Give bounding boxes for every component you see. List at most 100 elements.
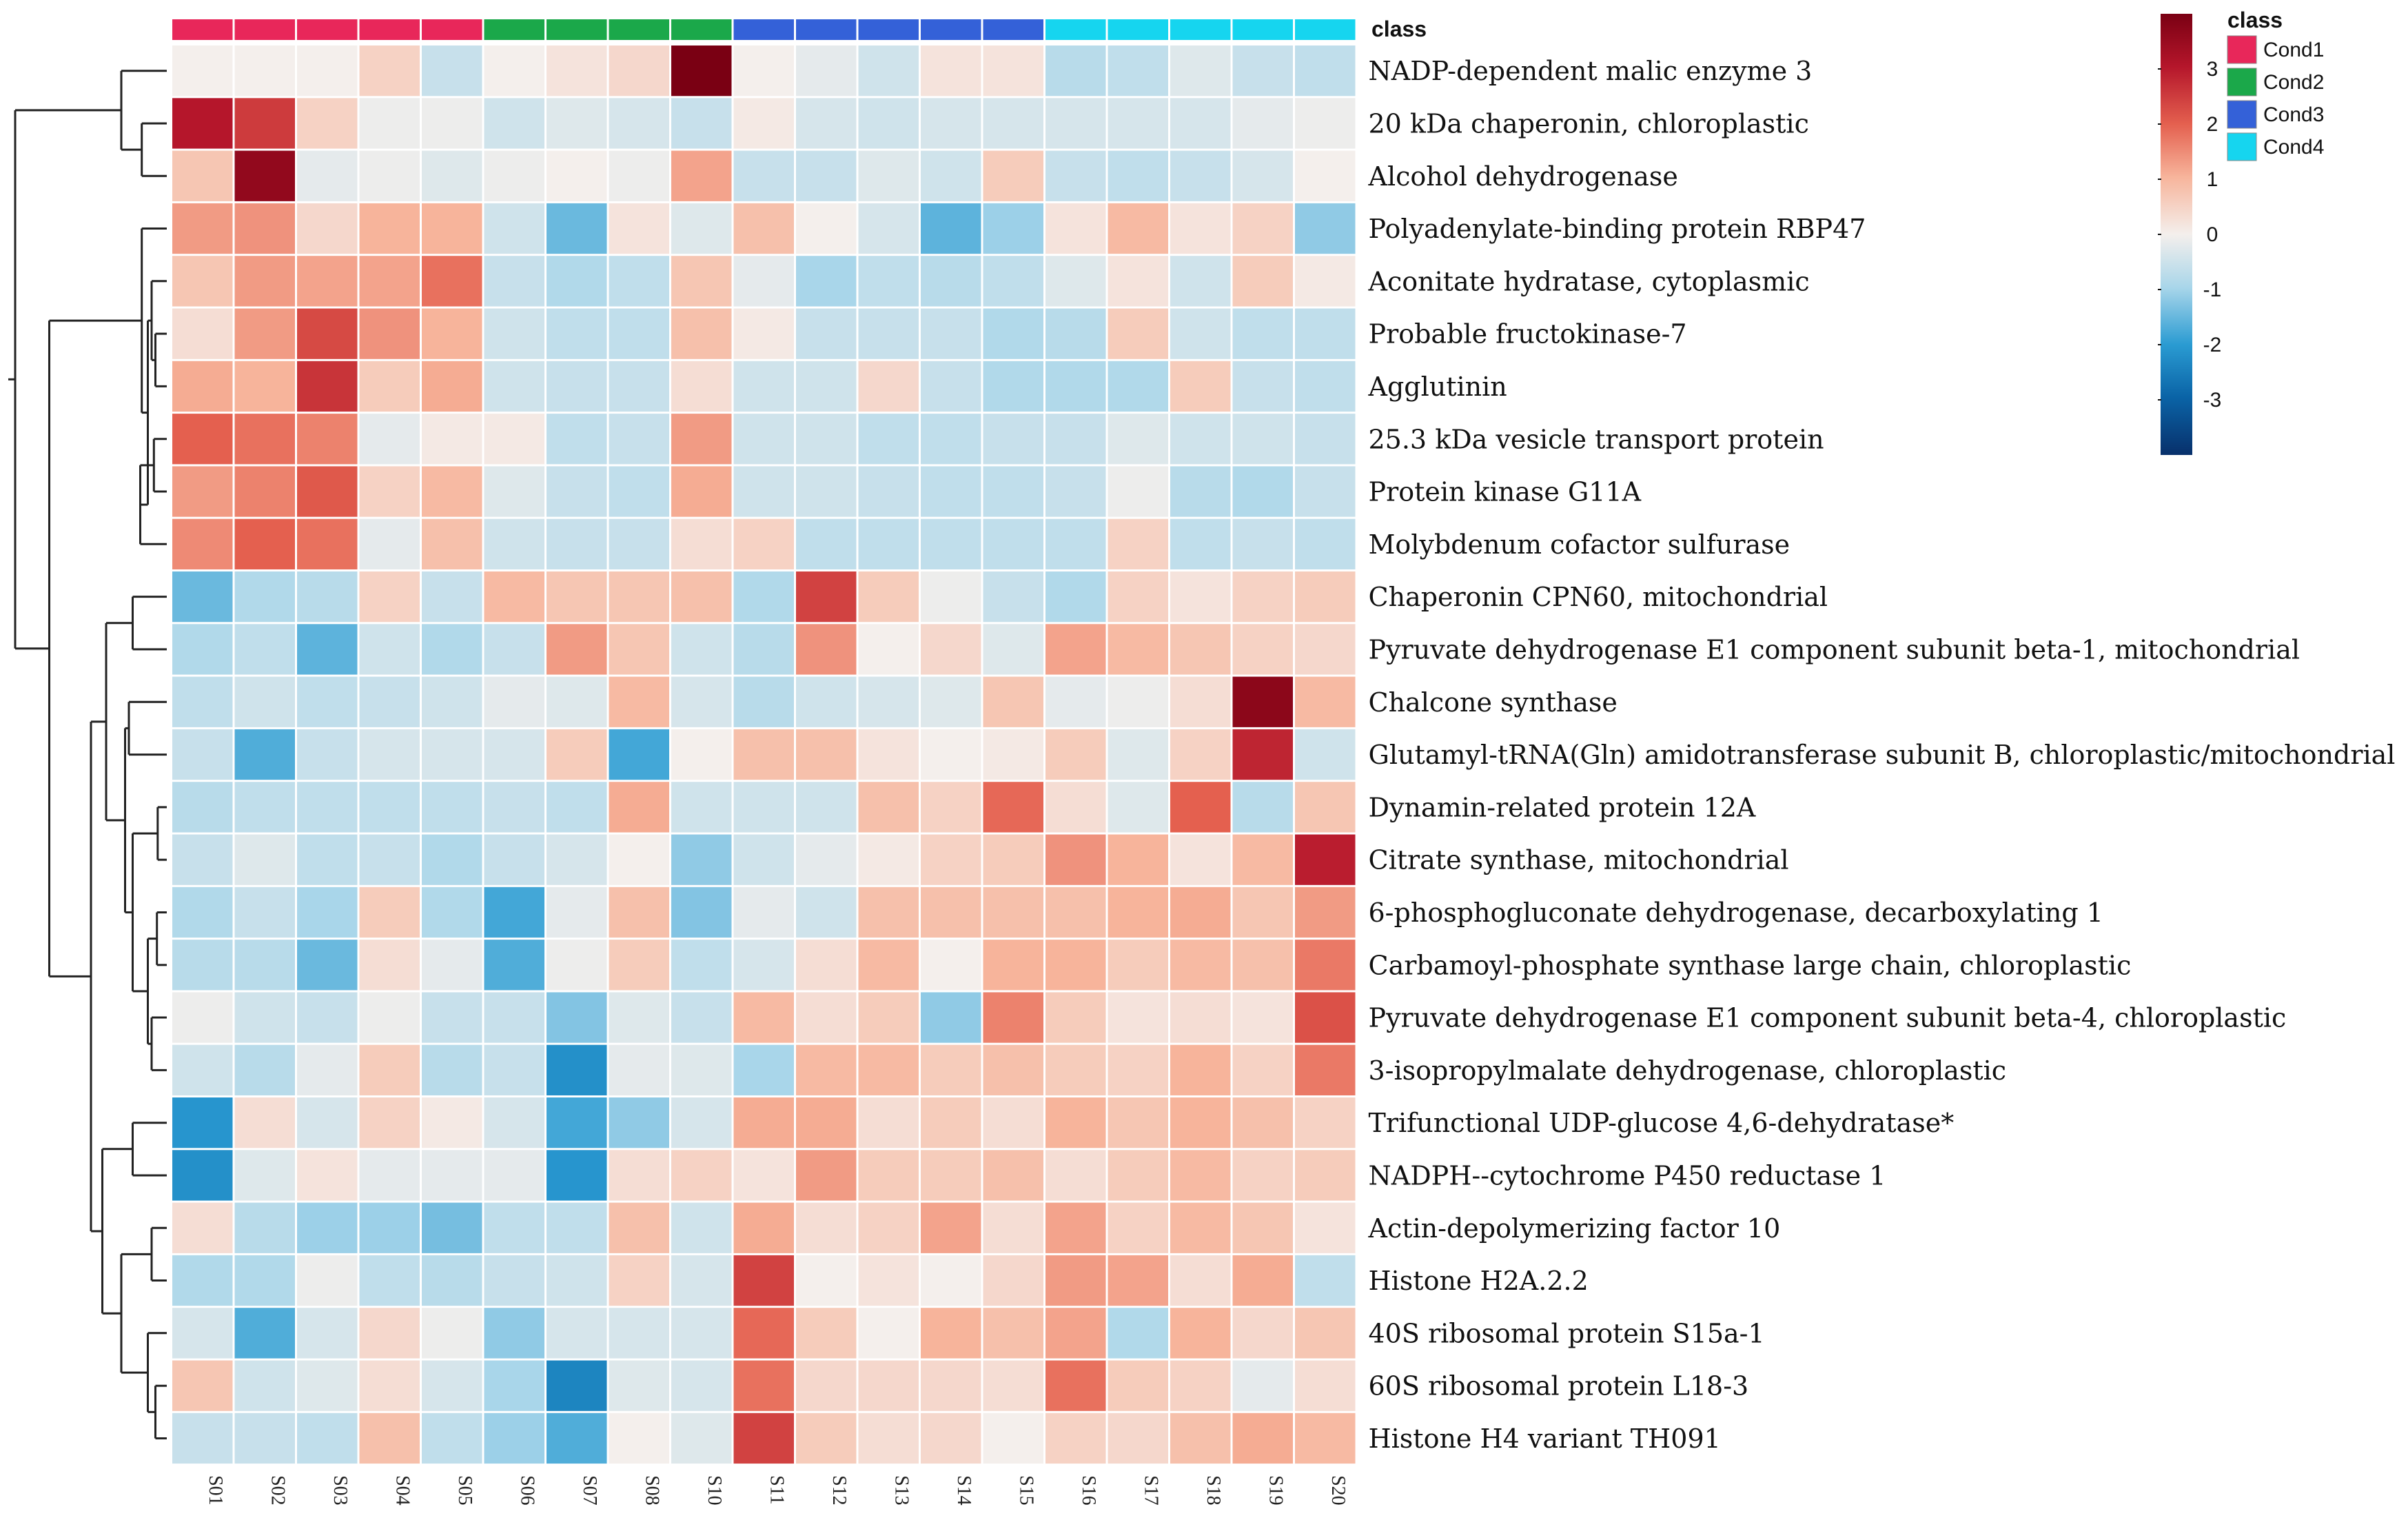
heatmap-cell: [422, 1255, 482, 1306]
heatmap-cell: [297, 887, 358, 938]
heatmap-cell: [172, 1360, 233, 1411]
heatmap-cell: [547, 466, 607, 517]
heatmap-cell: [983, 45, 1043, 97]
heatmap-cell: [733, 992, 794, 1043]
legend-items: Cond1 Cond2 Cond3 Cond4: [2227, 35, 2324, 161]
heatmap-cell: [1045, 45, 1106, 97]
heatmap-cell: [1295, 1202, 1356, 1253]
heatmap-cell: [671, 992, 732, 1043]
heatmap-cell: [234, 782, 295, 833]
heatmap-cell: [1295, 571, 1356, 622]
heatmap-cell: [422, 1360, 482, 1411]
heatmap-cell: [609, 150, 669, 201]
heatmap-cell: [234, 1412, 295, 1464]
heatmap-cell: [547, 308, 607, 359]
heatmap-cell: [359, 834, 420, 885]
heatmap-cell: [1232, 98, 1293, 149]
heatmap-cell: [1170, 150, 1231, 201]
heatmap-cell: [609, 1308, 669, 1359]
class-annotation-cell: [1108, 19, 1168, 40]
heatmap-cell: [609, 834, 669, 885]
heatmap-cell: [484, 676, 544, 727]
heatmap-cell: [547, 1412, 607, 1464]
heatmap-cell: [609, 1202, 669, 1253]
heatmap-cell: [983, 1255, 1043, 1306]
heatmap-cell: [796, 150, 857, 201]
heatmap-cell: [297, 1255, 358, 1306]
heatmap-cell: [234, 1255, 295, 1306]
heatmap-cell: [1108, 1202, 1168, 1253]
heatmap-cell: [1108, 203, 1168, 254]
heatmap-cell: [796, 887, 857, 938]
heatmap-cell: [422, 624, 482, 675]
heatmap-cell: [422, 1044, 482, 1095]
row-label: Aconitate hydratase, cytoplasmic: [1368, 266, 1810, 296]
heatmap-cell: [921, 308, 981, 359]
colorbar-tick-label: -3: [2203, 389, 2222, 412]
heatmap-cell: [671, 414, 732, 465]
heatmap-cell: [733, 98, 794, 149]
heatmap-cell: [484, 203, 544, 254]
heatmap-cell: [733, 414, 794, 465]
legend-title: class: [2227, 8, 2283, 32]
heatmap-cell: [547, 571, 607, 622]
column-label: S16: [1078, 1475, 1099, 1506]
heatmap-cell: [671, 1044, 732, 1095]
row-label: 20 kDa chaperonin, chloroplastic: [1369, 109, 1809, 139]
heatmap-cell: [921, 256, 981, 307]
heatmap-cell: [297, 518, 358, 569]
heatmap-cell: [297, 45, 358, 97]
heatmap-cell: [484, 45, 544, 97]
heatmap-cell: [1170, 1412, 1231, 1464]
heatmap-cell: [671, 624, 732, 675]
heatmap-cell: [1170, 624, 1231, 675]
heatmap-cell: [1045, 203, 1106, 254]
heatmap-cell: [1170, 571, 1231, 622]
heatmap-cell: [547, 729, 607, 780]
column-label: S14: [953, 1475, 975, 1506]
heatmap-cell: [796, 308, 857, 359]
heatmap-cell: [1045, 1360, 1106, 1411]
row-label: Histone H4 variant TH091: [1369, 1424, 1721, 1454]
heatmap-cell: [1045, 256, 1106, 307]
heatmap-cell: [858, 518, 919, 569]
row-label: 3-isopropylmalate dehydrogenase, chlorop…: [1369, 1055, 2007, 1086]
heatmap-cell: [1108, 887, 1168, 938]
heatmap-cell: [484, 361, 544, 412]
heatmap-cell: [422, 571, 482, 622]
heatmap-cell: [172, 1150, 233, 1201]
heatmap-cell: [297, 98, 358, 149]
heatmap-cell: [1232, 676, 1293, 727]
heatmap-cell: [1232, 782, 1293, 833]
heatmap-cell: [297, 256, 358, 307]
row-label: 40S ribosomal protein S15a-1: [1369, 1318, 1765, 1348]
heatmap-cell: [172, 466, 233, 517]
heatmap-cell: [671, 1202, 732, 1253]
heatmap-cell: [921, 782, 981, 833]
class-annotation-cell: [422, 19, 482, 40]
heatmap-cell: [921, 98, 981, 149]
heatmap-cell: [671, 45, 732, 97]
heatmap-cell: [733, 1360, 794, 1411]
heatmap-cell: [234, 571, 295, 622]
row-label: NADP-dependent malic enzyme 3: [1369, 56, 1813, 86]
class-annotation-title: class: [1371, 17, 1427, 41]
heatmap-cell: [234, 414, 295, 465]
heatmap-cell: [484, 992, 544, 1043]
row-label: Probable fructokinase-7: [1369, 319, 1687, 350]
heatmap-cell: [359, 571, 420, 622]
heatmap-cell: [1295, 940, 1356, 991]
heatmap-cell: [547, 45, 607, 97]
legend-swatch: [2227, 100, 2257, 129]
heatmap-cell: [1108, 361, 1168, 412]
heatmap-cell: [1295, 1255, 1356, 1306]
heatmap-cell: [359, 361, 420, 412]
heatmap-cell: [1108, 1044, 1168, 1095]
heatmap-cell: [297, 1150, 358, 1201]
heatmap-cell: [1295, 98, 1356, 149]
heatmap-cell: [1108, 782, 1168, 833]
heatmap-cell: [422, 361, 482, 412]
heatmap-cell: [547, 676, 607, 727]
heatmap-cell: [422, 729, 482, 780]
heatmap-cell: [921, 1255, 981, 1306]
